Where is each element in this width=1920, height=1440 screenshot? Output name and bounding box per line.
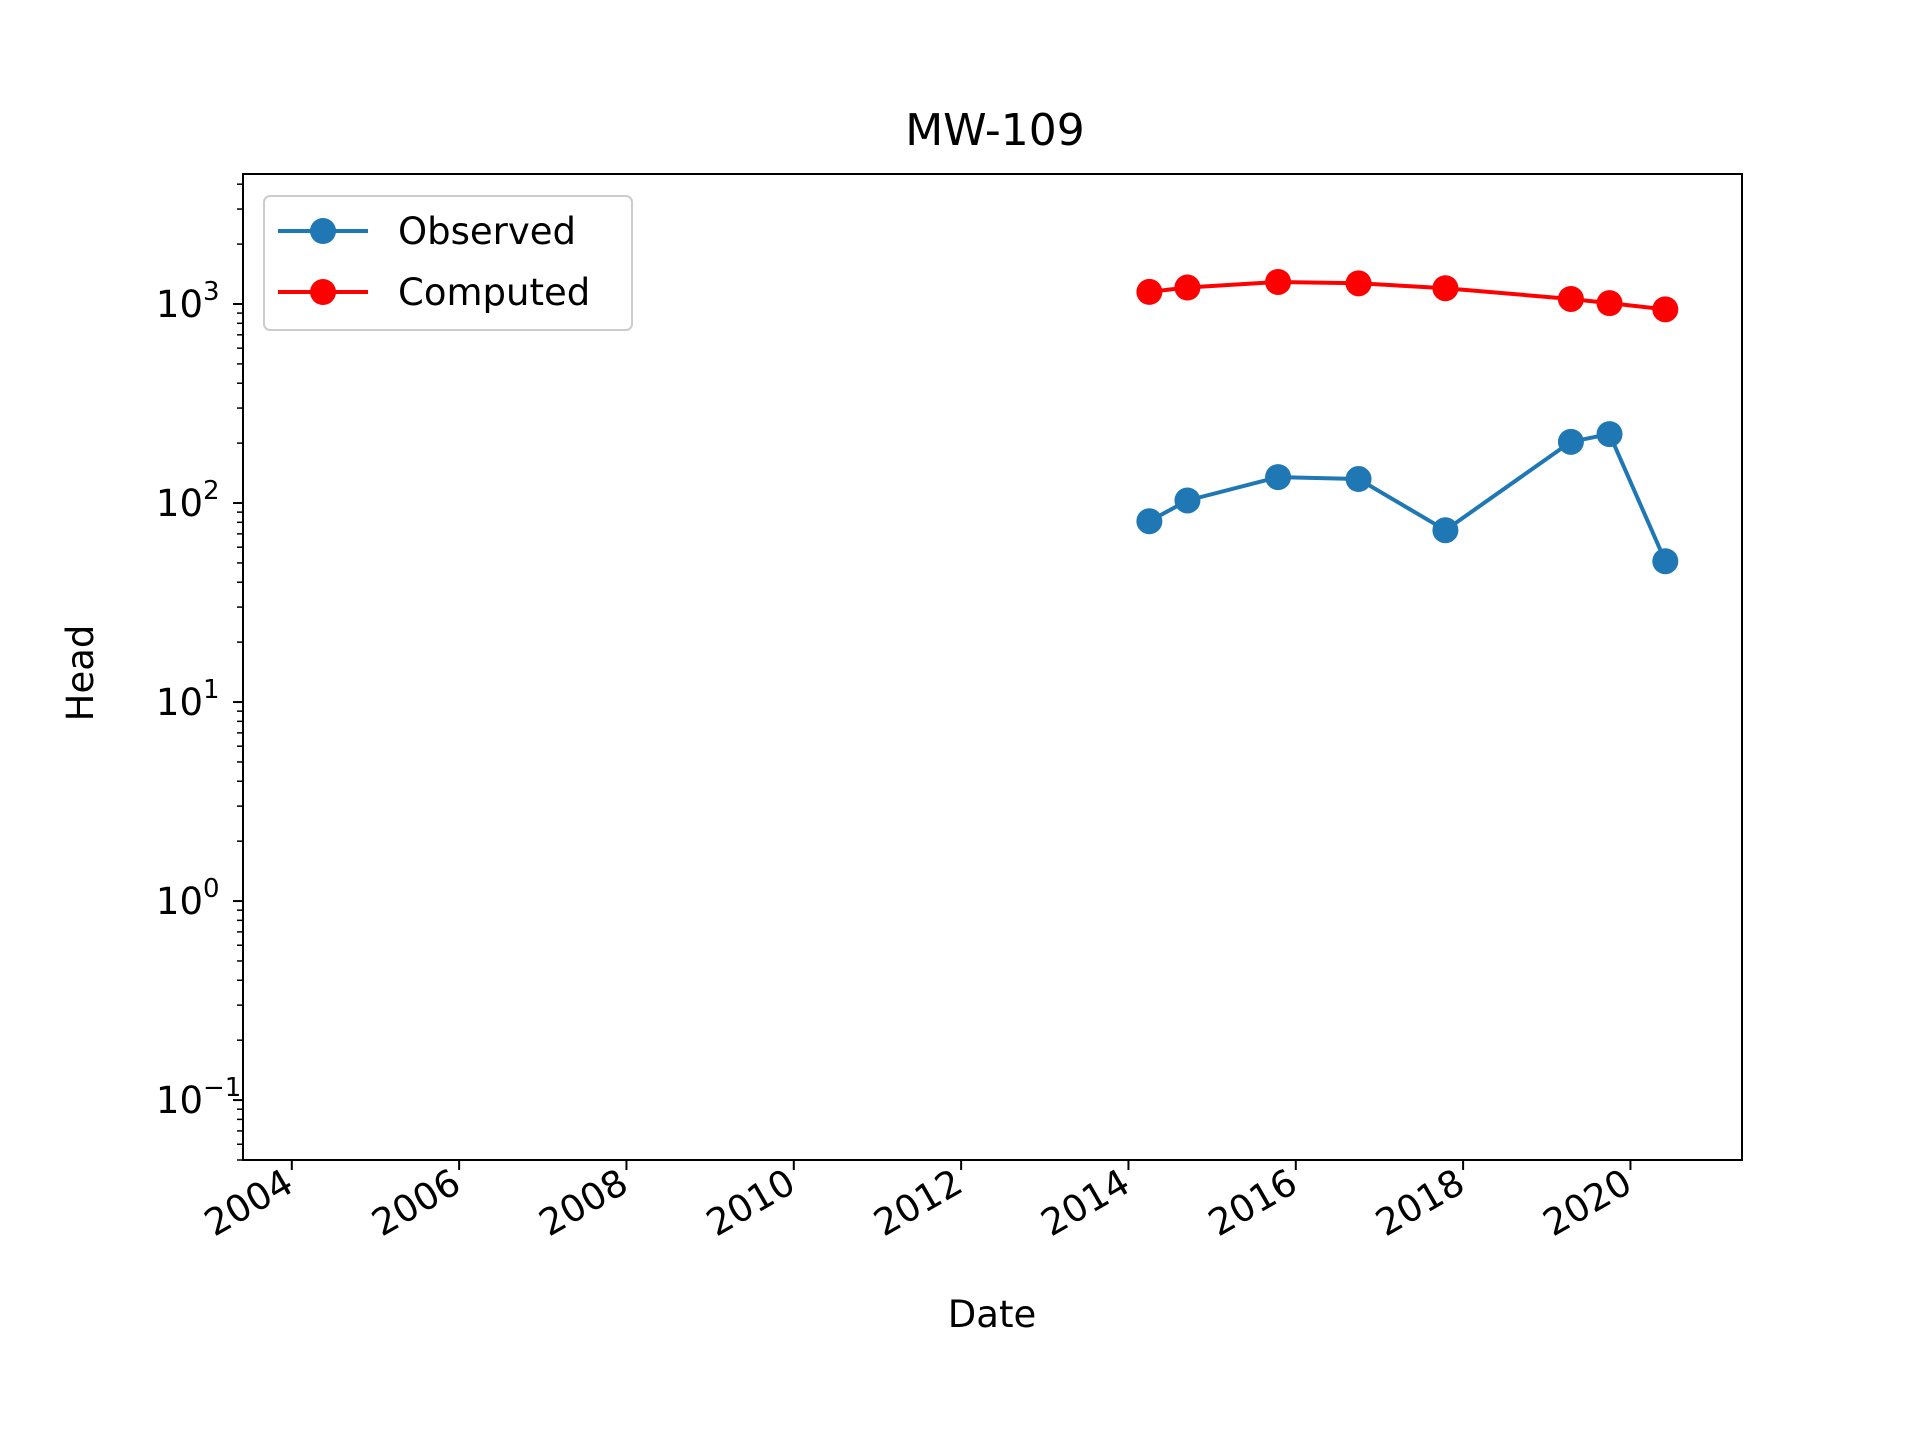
- data-point-computed: [1432, 275, 1459, 302]
- y-tick-label: 10: [156, 681, 203, 724]
- data-point-observed: [1136, 508, 1163, 535]
- legend: Observed Computed: [263, 195, 633, 331]
- legend-label-computed: Computed: [398, 271, 590, 314]
- y-tick-exponent: 2: [203, 476, 220, 506]
- y-tick-base: 10: [156, 1079, 203, 1122]
- y-tick-label: 10: [156, 482, 203, 525]
- data-point-computed: [1345, 270, 1372, 297]
- y-tick-base: 10: [156, 681, 203, 724]
- data-point-observed: [1432, 517, 1459, 544]
- y-tick-label: 10: [156, 880, 203, 923]
- y-tick-base: 10: [156, 283, 203, 326]
- data-point-computed: [1265, 268, 1292, 295]
- data-point-observed: [1652, 548, 1679, 575]
- legend-marker-observed: [310, 218, 336, 244]
- chart-title: MW-109: [905, 105, 1085, 156]
- data-point-computed: [1557, 285, 1584, 312]
- data-point-observed: [1174, 487, 1201, 514]
- data-point-computed: [1174, 274, 1201, 301]
- y-tick-exponent: −1: [203, 1073, 241, 1103]
- legend-label-observed: Observed: [398, 210, 576, 253]
- data-point-observed: [1557, 428, 1584, 455]
- plot-frame: [242, 173, 1743, 1161]
- y-tick-exponent: 3: [203, 277, 220, 307]
- y-tick-exponent: 1: [203, 675, 220, 705]
- data-point-observed: [1345, 466, 1372, 493]
- legend-marker-computed: [310, 279, 336, 305]
- y-tick-label: 10: [156, 1079, 203, 1122]
- x-axis-label: Date: [948, 1293, 1036, 1336]
- y-tick-base: 10: [156, 482, 203, 525]
- y-tick-exponent: 0: [203, 874, 220, 904]
- y-axis-label: Head: [59, 625, 102, 722]
- data-point-computed: [1136, 278, 1163, 305]
- y-tick-base: 10: [156, 880, 203, 923]
- data-point-observed: [1596, 421, 1623, 448]
- y-tick-label: 10: [156, 283, 203, 326]
- data-point-computed: [1596, 290, 1623, 317]
- data-point-computed: [1652, 296, 1679, 323]
- data-point-observed: [1265, 464, 1292, 491]
